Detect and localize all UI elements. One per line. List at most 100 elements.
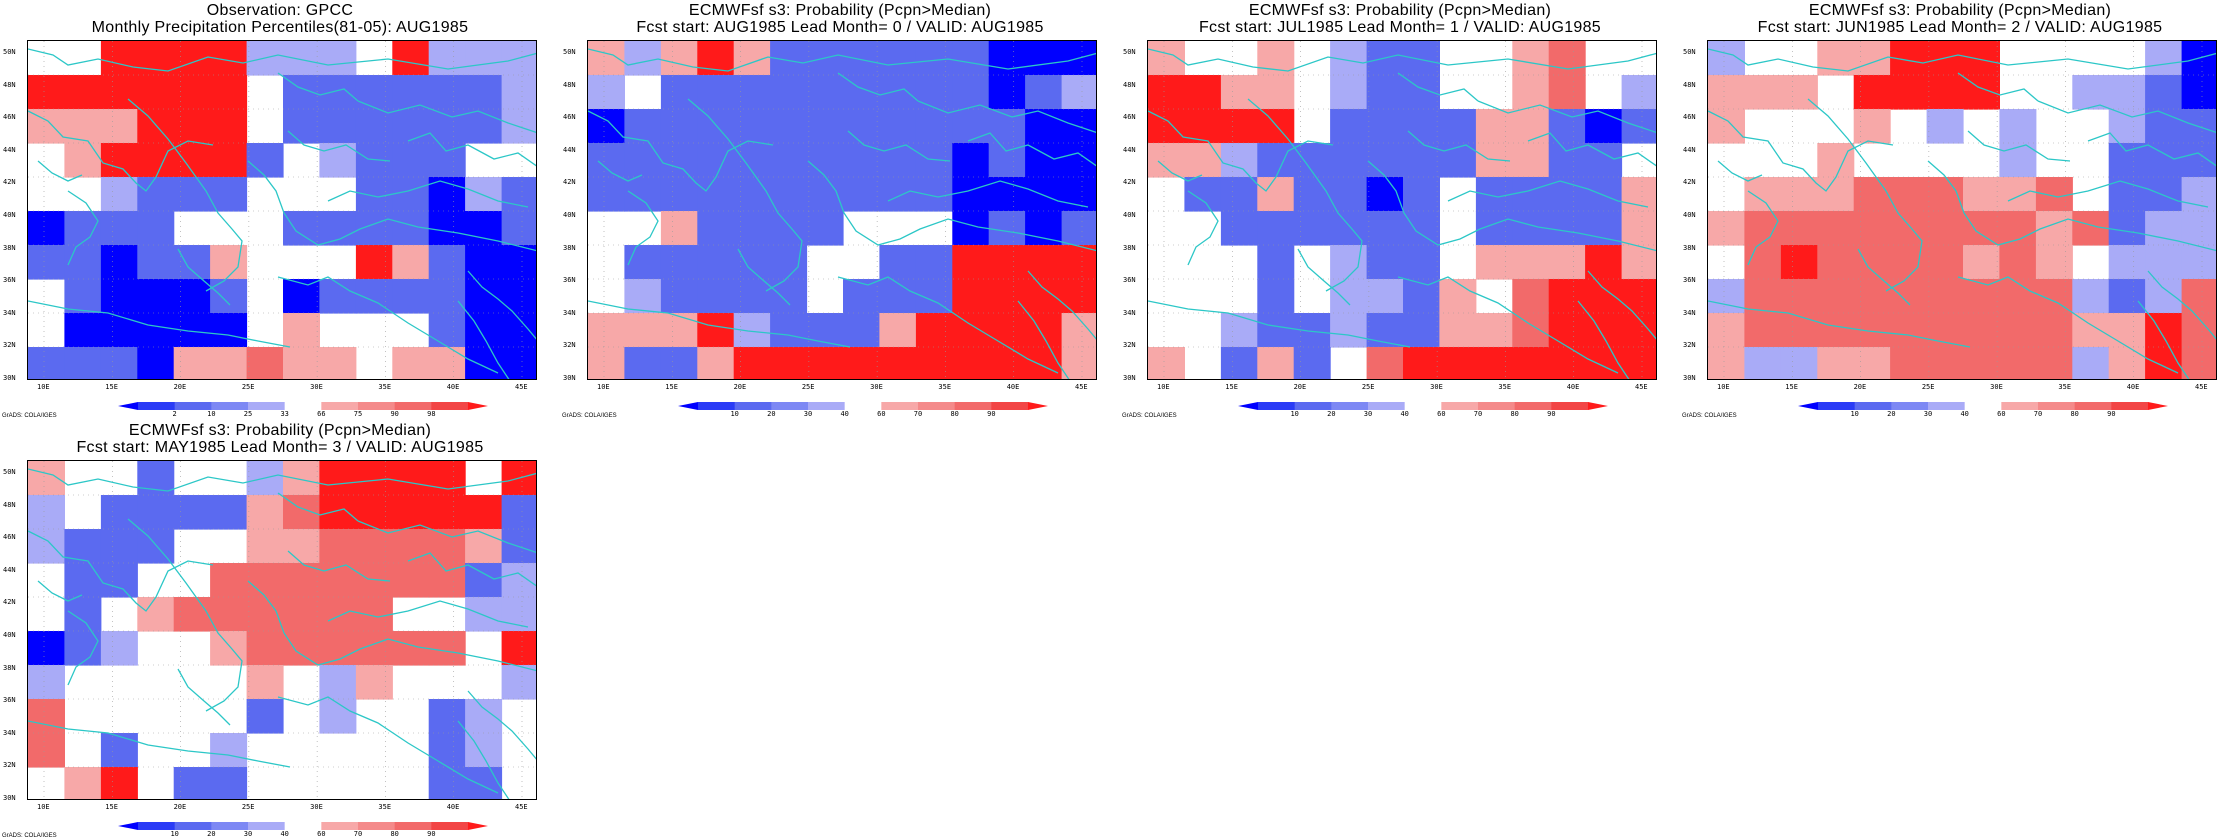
grid-cell (173, 75, 211, 110)
grid-cell (501, 665, 536, 700)
grid-cell (952, 75, 990, 110)
coastline (327, 180, 529, 208)
grid-cell (100, 631, 138, 666)
grid-cell (1926, 211, 1964, 246)
lat-tick-label: 40N (1683, 211, 1696, 219)
grid-cell (1853, 75, 1891, 110)
lat-tick-label: 36N (1123, 276, 1136, 285)
grid-cell (1999, 347, 2037, 379)
grid-cell (1890, 347, 1928, 379)
colorbar (1798, 402, 2168, 410)
grid-cell (624, 41, 662, 76)
grid-cell (465, 313, 503, 348)
lat-tick-label: 34N (1123, 308, 1136, 317)
grid-cell (1963, 347, 2000, 379)
grid-cell (428, 279, 466, 314)
grid-cell (1025, 177, 1063, 212)
grid-cell (2072, 347, 2110, 379)
lat-tick-label: 42N (1123, 178, 1136, 187)
grid-cell (100, 313, 138, 348)
grid-cell (988, 211, 1026, 246)
grid-cell (246, 347, 284, 379)
grid-cell (770, 75, 808, 110)
grid-cell (2145, 347, 2183, 379)
lat-tick-label: 50N (1683, 48, 1696, 56)
coastline (917, 100, 1096, 134)
grid-cell (2108, 75, 2146, 110)
grid-cell (28, 245, 65, 280)
grid-cell (465, 109, 503, 144)
lat-tick-label: 40N (1123, 211, 1136, 219)
coastline (2137, 300, 2190, 379)
grid-cell (319, 563, 357, 598)
grid-cell (1061, 279, 1096, 314)
coastline (1447, 180, 1649, 208)
grid-cell (319, 279, 357, 314)
grid-cell (100, 495, 138, 530)
grid-cell (2181, 313, 2216, 348)
grid-cell (1439, 347, 1477, 379)
lon-tick-label: 15E (105, 803, 118, 811)
map-svg (1708, 41, 2216, 379)
grid-cell (137, 211, 175, 246)
grid-cell (1257, 313, 1295, 348)
grid-cell (246, 665, 284, 700)
grid-cell (501, 313, 536, 348)
grid-cell (2181, 245, 2216, 280)
lat-tick-label: 46N (3, 533, 16, 542)
grid-cell (355, 597, 393, 632)
grid-cell (1257, 279, 1295, 314)
lat-tick-label: 38N (3, 663, 16, 672)
grid-cell (1220, 177, 1258, 212)
grid-cell (1585, 313, 1623, 348)
grid-cell (501, 279, 536, 314)
grid-cell (465, 495, 503, 530)
grid-cell (1512, 143, 1550, 178)
grid-cell (1184, 75, 1222, 110)
map-plot (587, 40, 1097, 380)
grid-cell (392, 109, 430, 144)
grid-cell (210, 279, 248, 314)
grid-cell (2108, 347, 2146, 379)
coastline (1807, 98, 1923, 292)
grid-cell (210, 143, 248, 178)
lat-tick-label: 46N (563, 113, 576, 122)
lon-tick-label: 40E (446, 803, 460, 811)
lon-tick-label: 15E (665, 383, 678, 391)
lat-tick-label: 34N (3, 728, 16, 737)
grid-cell (1853, 279, 1891, 314)
grid-cell (319, 665, 357, 700)
lat-tick-label: 40N (563, 211, 576, 219)
grid-cell (1890, 245, 1928, 280)
lon-tick-label: 10E (37, 383, 50, 391)
grid-cell (1061, 143, 1096, 178)
coastline (1397, 72, 1479, 102)
grid-cell (28, 631, 65, 666)
grid-cell (2072, 313, 2110, 348)
colorbar-segment (698, 402, 736, 410)
grid-cell (806, 347, 844, 379)
grid-cell (879, 109, 917, 144)
grid-cell (697, 347, 735, 379)
lat-tick-label: 44N (1123, 145, 1136, 154)
coastline (597, 160, 643, 182)
grid-cell (210, 733, 248, 768)
grid-cell (319, 597, 357, 632)
grid-cell (1330, 313, 1368, 348)
grid-cell (697, 279, 735, 314)
coastline (1397, 276, 1619, 374)
lon-tick-label: 25E (241, 803, 255, 811)
colorbar-segment (1478, 402, 1516, 410)
grid-cell (1403, 211, 1440, 246)
colorbar-segment (211, 402, 249, 410)
grid-cell (770, 109, 808, 144)
grid-cell (588, 143, 625, 178)
lat-tick-label: 42N (563, 178, 576, 187)
grid-cell (210, 313, 248, 348)
grid-cell (392, 41, 430, 76)
lon-tick-label: 35E (1498, 383, 1512, 391)
grid-cell (1585, 347, 1623, 379)
coastline (588, 48, 1096, 72)
coastline (588, 300, 851, 348)
lon-tick-label: 10E (1157, 383, 1170, 391)
